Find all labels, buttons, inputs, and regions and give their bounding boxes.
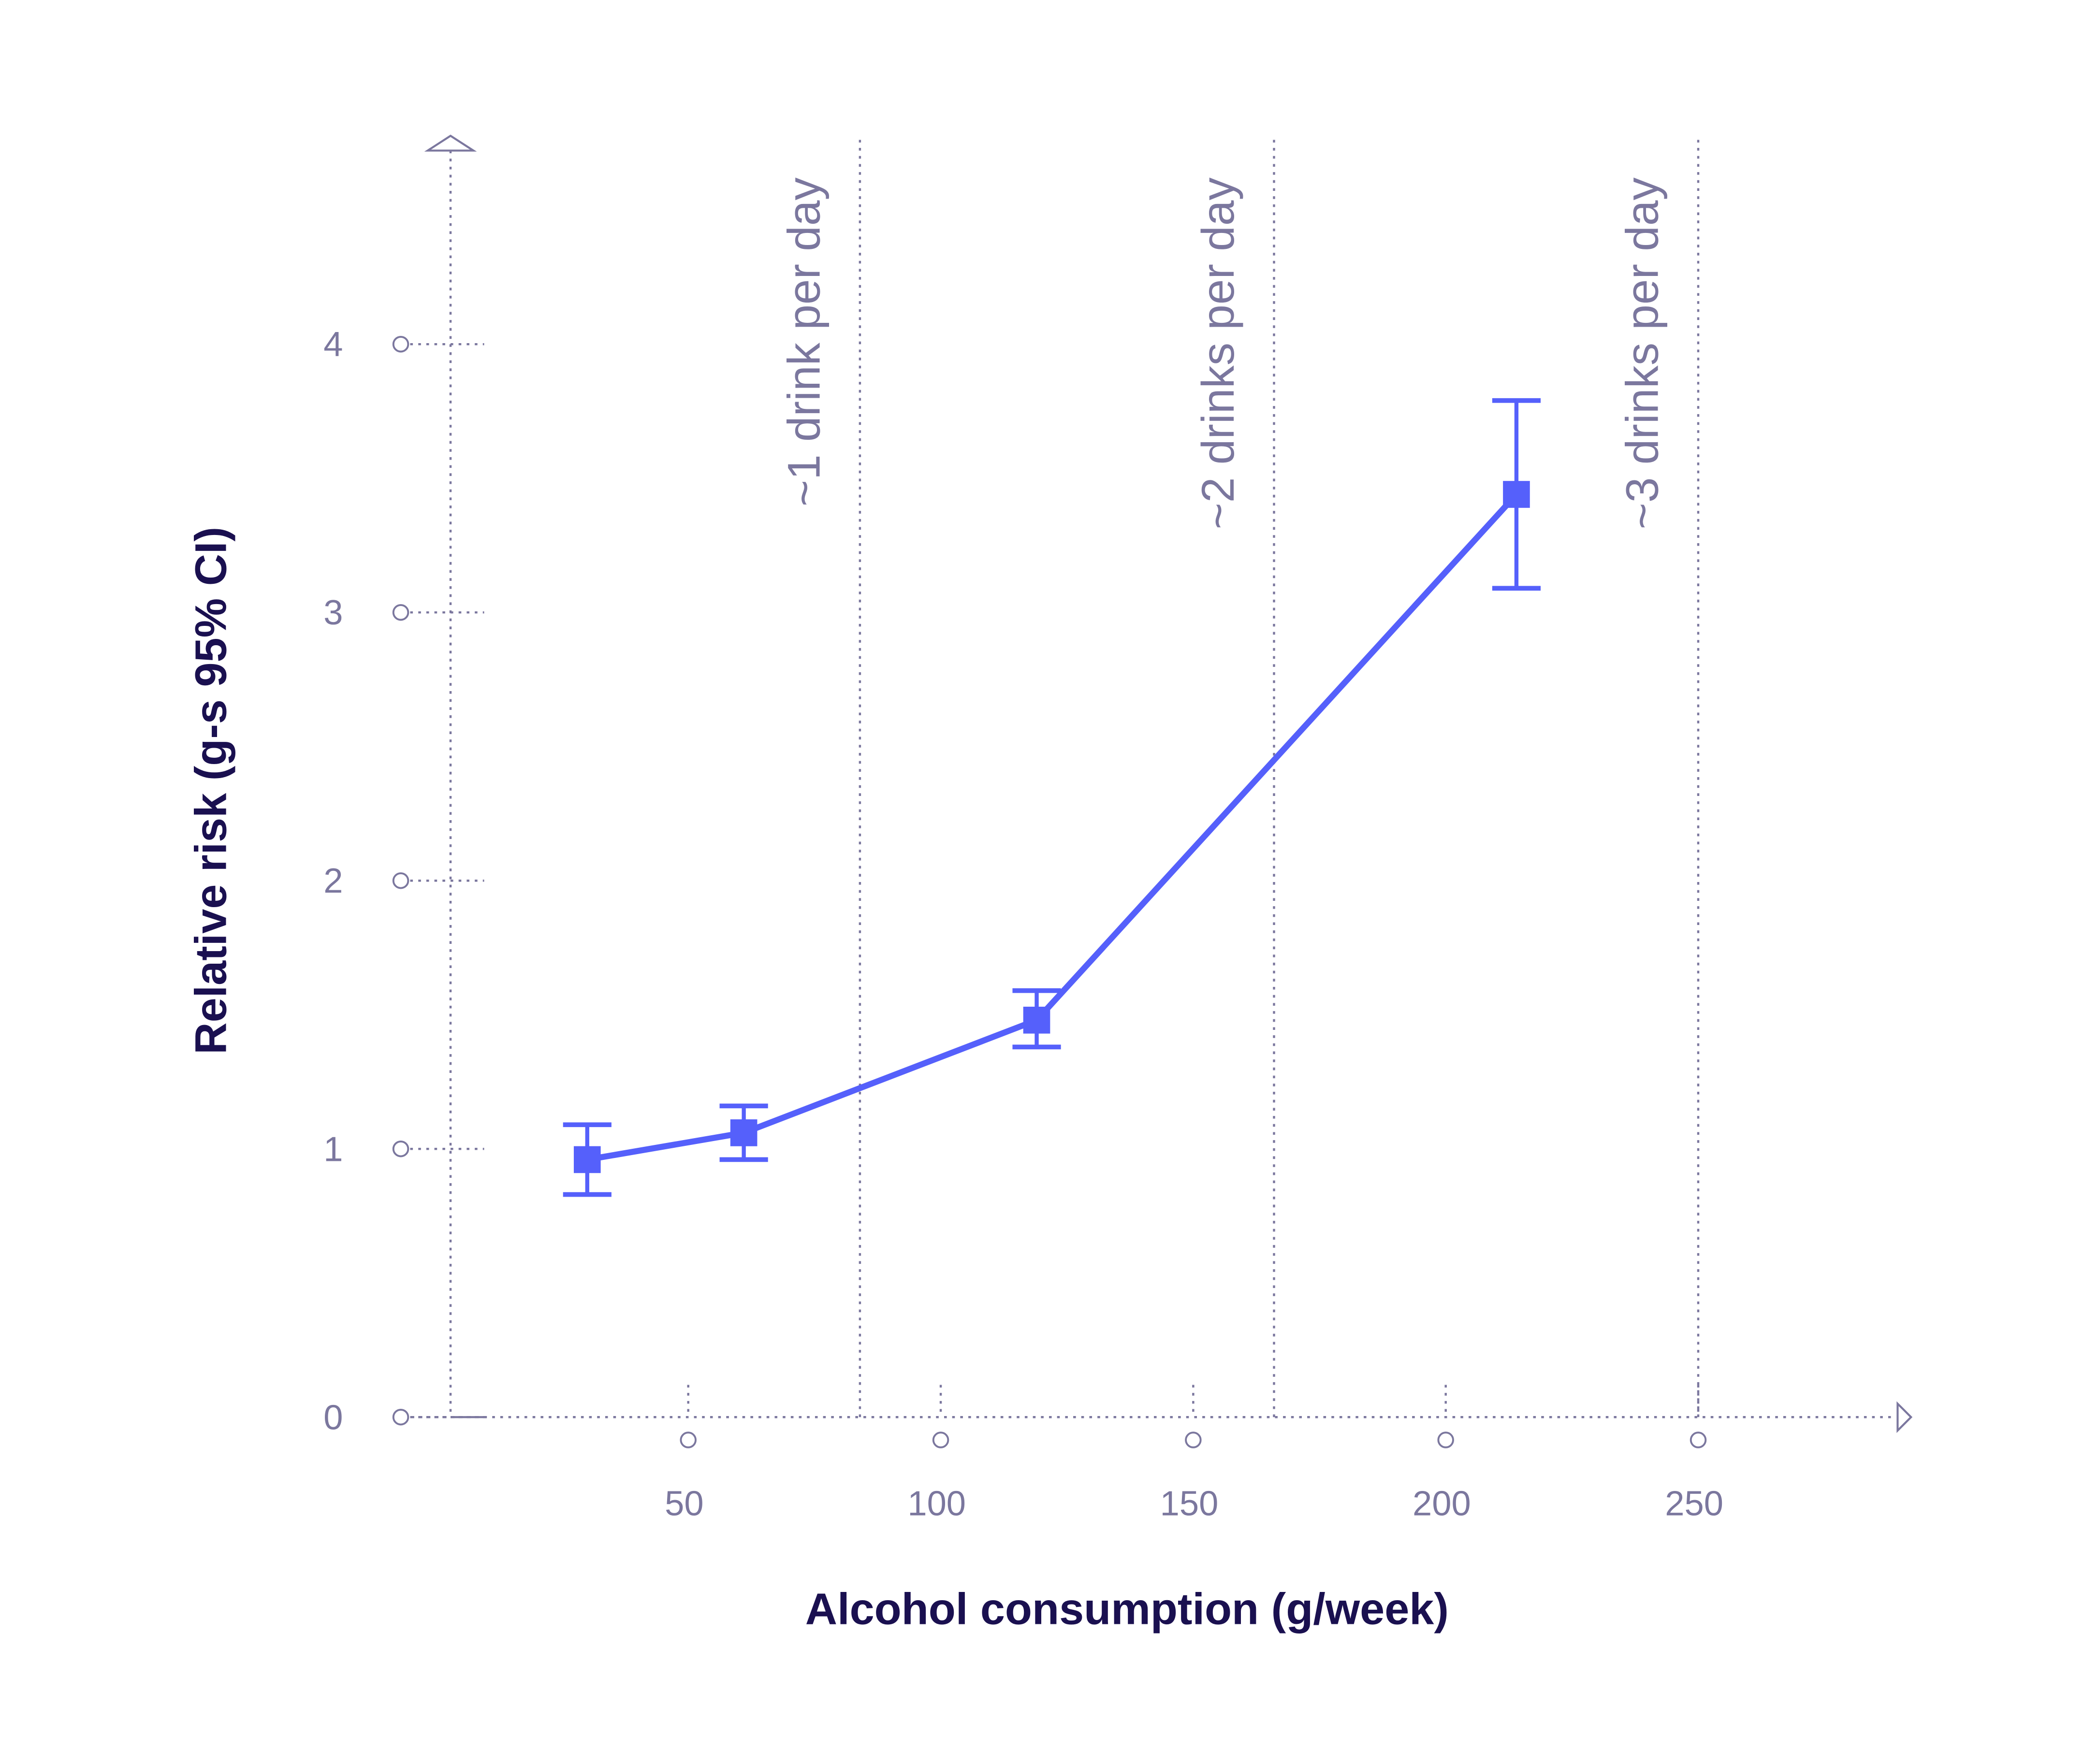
x-tick-label: 50 [665,1484,703,1523]
x-axis-arrow-icon [1896,1401,1913,1433]
x-tick-marker [1690,1431,1707,1448]
data-point [1503,481,1530,508]
x-tick-marker [1185,1431,1202,1448]
x-tick-marker [680,1431,697,1448]
reference-label: ~1 drink per day [778,177,830,507]
reference-label: ~2 drinks per day [1193,177,1244,530]
y-tick-label: 4 [323,325,343,364]
y-tick-marker [392,872,409,889]
data-point [573,1146,601,1173]
x-tick-marker [1437,1431,1454,1448]
y-tick-label: 1 [323,1130,343,1169]
x-axis-label: Alcohol consumption (g/week) [805,1585,1449,1634]
data-point [730,1119,758,1146]
y-tick-marker [392,335,409,353]
x-tick-label: 100 [907,1484,966,1523]
reference-lines: ~1 drink per day ~2 drinks per day ~3 drin… [778,140,1700,1417]
x-tick-marker [932,1431,949,1448]
series [563,398,1541,1197]
x-tick-label: 250 [1665,1484,1723,1523]
y-tick-marker [392,1408,409,1426]
data-point [1023,1007,1050,1034]
y-axis-arrow-icon [424,134,477,152]
x-tick-label: 200 [1413,1484,1471,1523]
y-axis-label: Relative risk (g-s 95% CI) [186,527,235,1055]
axes: 0 1 2 3 4 50 100 150 200 250 [323,134,1913,1523]
series-line [586,492,1519,1163]
y-tick-marker [392,604,409,621]
x-tick-label: 150 [1160,1484,1219,1523]
y-tick-label: 0 [323,1398,343,1437]
y-tick-marker [392,1140,409,1157]
y-tick-label: 3 [323,593,343,632]
y-tick-label: 2 [323,862,343,900]
reference-label: ~3 drinks per day [1617,177,1668,530]
